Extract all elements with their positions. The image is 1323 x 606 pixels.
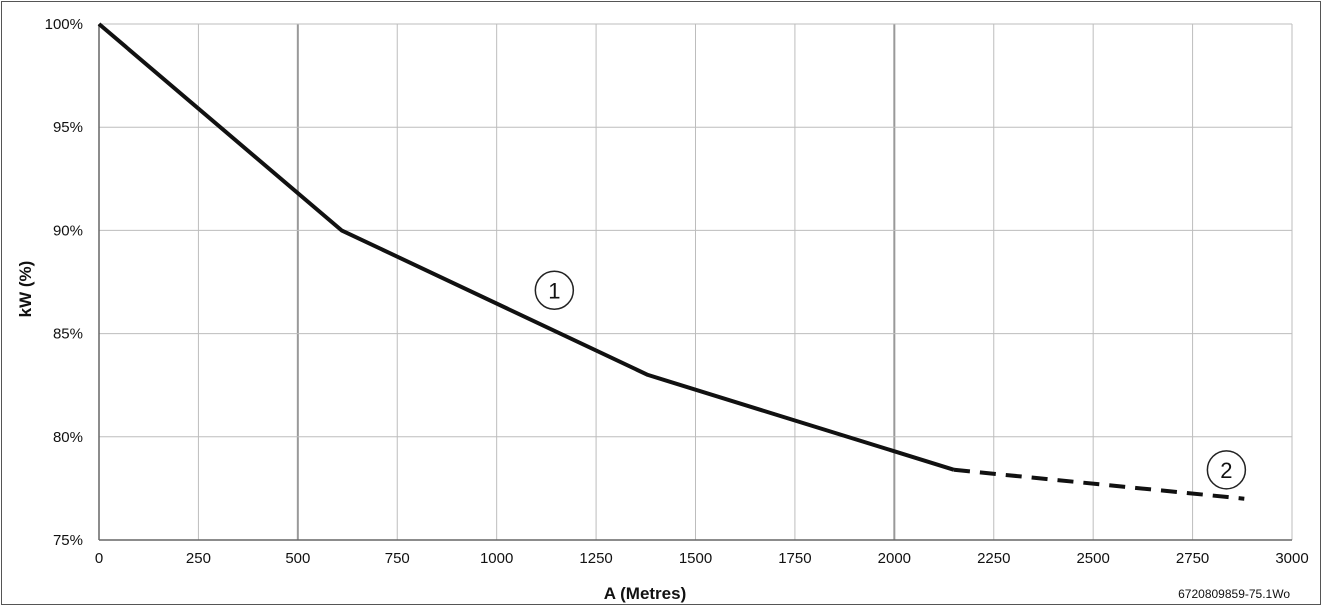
y-tick-label: 90% bbox=[53, 222, 83, 239]
series-line-dashed bbox=[953, 467, 1245, 501]
x-tick-label: 250 bbox=[186, 550, 211, 567]
x-tick-label: 1250 bbox=[579, 550, 612, 567]
x-tick-label: 2750 bbox=[1176, 550, 1209, 567]
y-tick-label: 75% bbox=[53, 532, 83, 549]
x-tick-label: 500 bbox=[285, 550, 310, 567]
x-tick-label: 750 bbox=[385, 550, 410, 567]
x-tick-label: 1750 bbox=[778, 550, 811, 567]
callouts: 12 bbox=[534, 270, 1247, 490]
y-tick-label: 85% bbox=[53, 326, 83, 343]
callout-number: 2 bbox=[1220, 458, 1232, 483]
x-tick-label: 2500 bbox=[1076, 550, 1109, 567]
x-tick-label: 2250 bbox=[977, 550, 1010, 567]
callout-circle bbox=[534, 270, 575, 311]
y-axis-title: kW (%) bbox=[16, 261, 35, 318]
series-lines bbox=[97, 22, 1245, 501]
tick-labels: 0 250 500 750 1000 1250 1500 1750 2000 2250 2500 27… bbox=[45, 16, 1309, 567]
x-tick-label: 2000 bbox=[878, 550, 911, 567]
figure-reference: 6720809859-75.1Wo bbox=[1178, 587, 1290, 601]
y-tick-label: 100% bbox=[45, 16, 83, 33]
y-tick-label: 95% bbox=[53, 119, 83, 136]
axes bbox=[98, 24, 1292, 541]
callout-circle bbox=[1206, 450, 1247, 490]
x-tick-label: 1000 bbox=[480, 550, 513, 567]
series-line-solid bbox=[97, 22, 955, 472]
callout-number: 1 bbox=[548, 278, 560, 303]
y-tick-label: 80% bbox=[53, 429, 83, 446]
x-tick-label: 1500 bbox=[679, 550, 712, 567]
x-axis-title: A (Metres) bbox=[604, 584, 687, 603]
x-tick-label: 0 bbox=[95, 550, 103, 567]
x-tick-label: 3000 bbox=[1275, 550, 1308, 567]
